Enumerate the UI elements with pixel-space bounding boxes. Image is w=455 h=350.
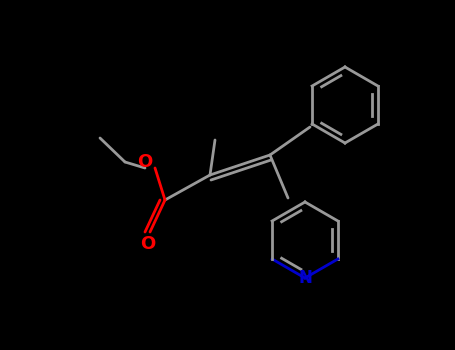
Text: N: N bbox=[298, 269, 312, 287]
Text: O: O bbox=[141, 235, 156, 253]
Text: O: O bbox=[137, 153, 152, 171]
